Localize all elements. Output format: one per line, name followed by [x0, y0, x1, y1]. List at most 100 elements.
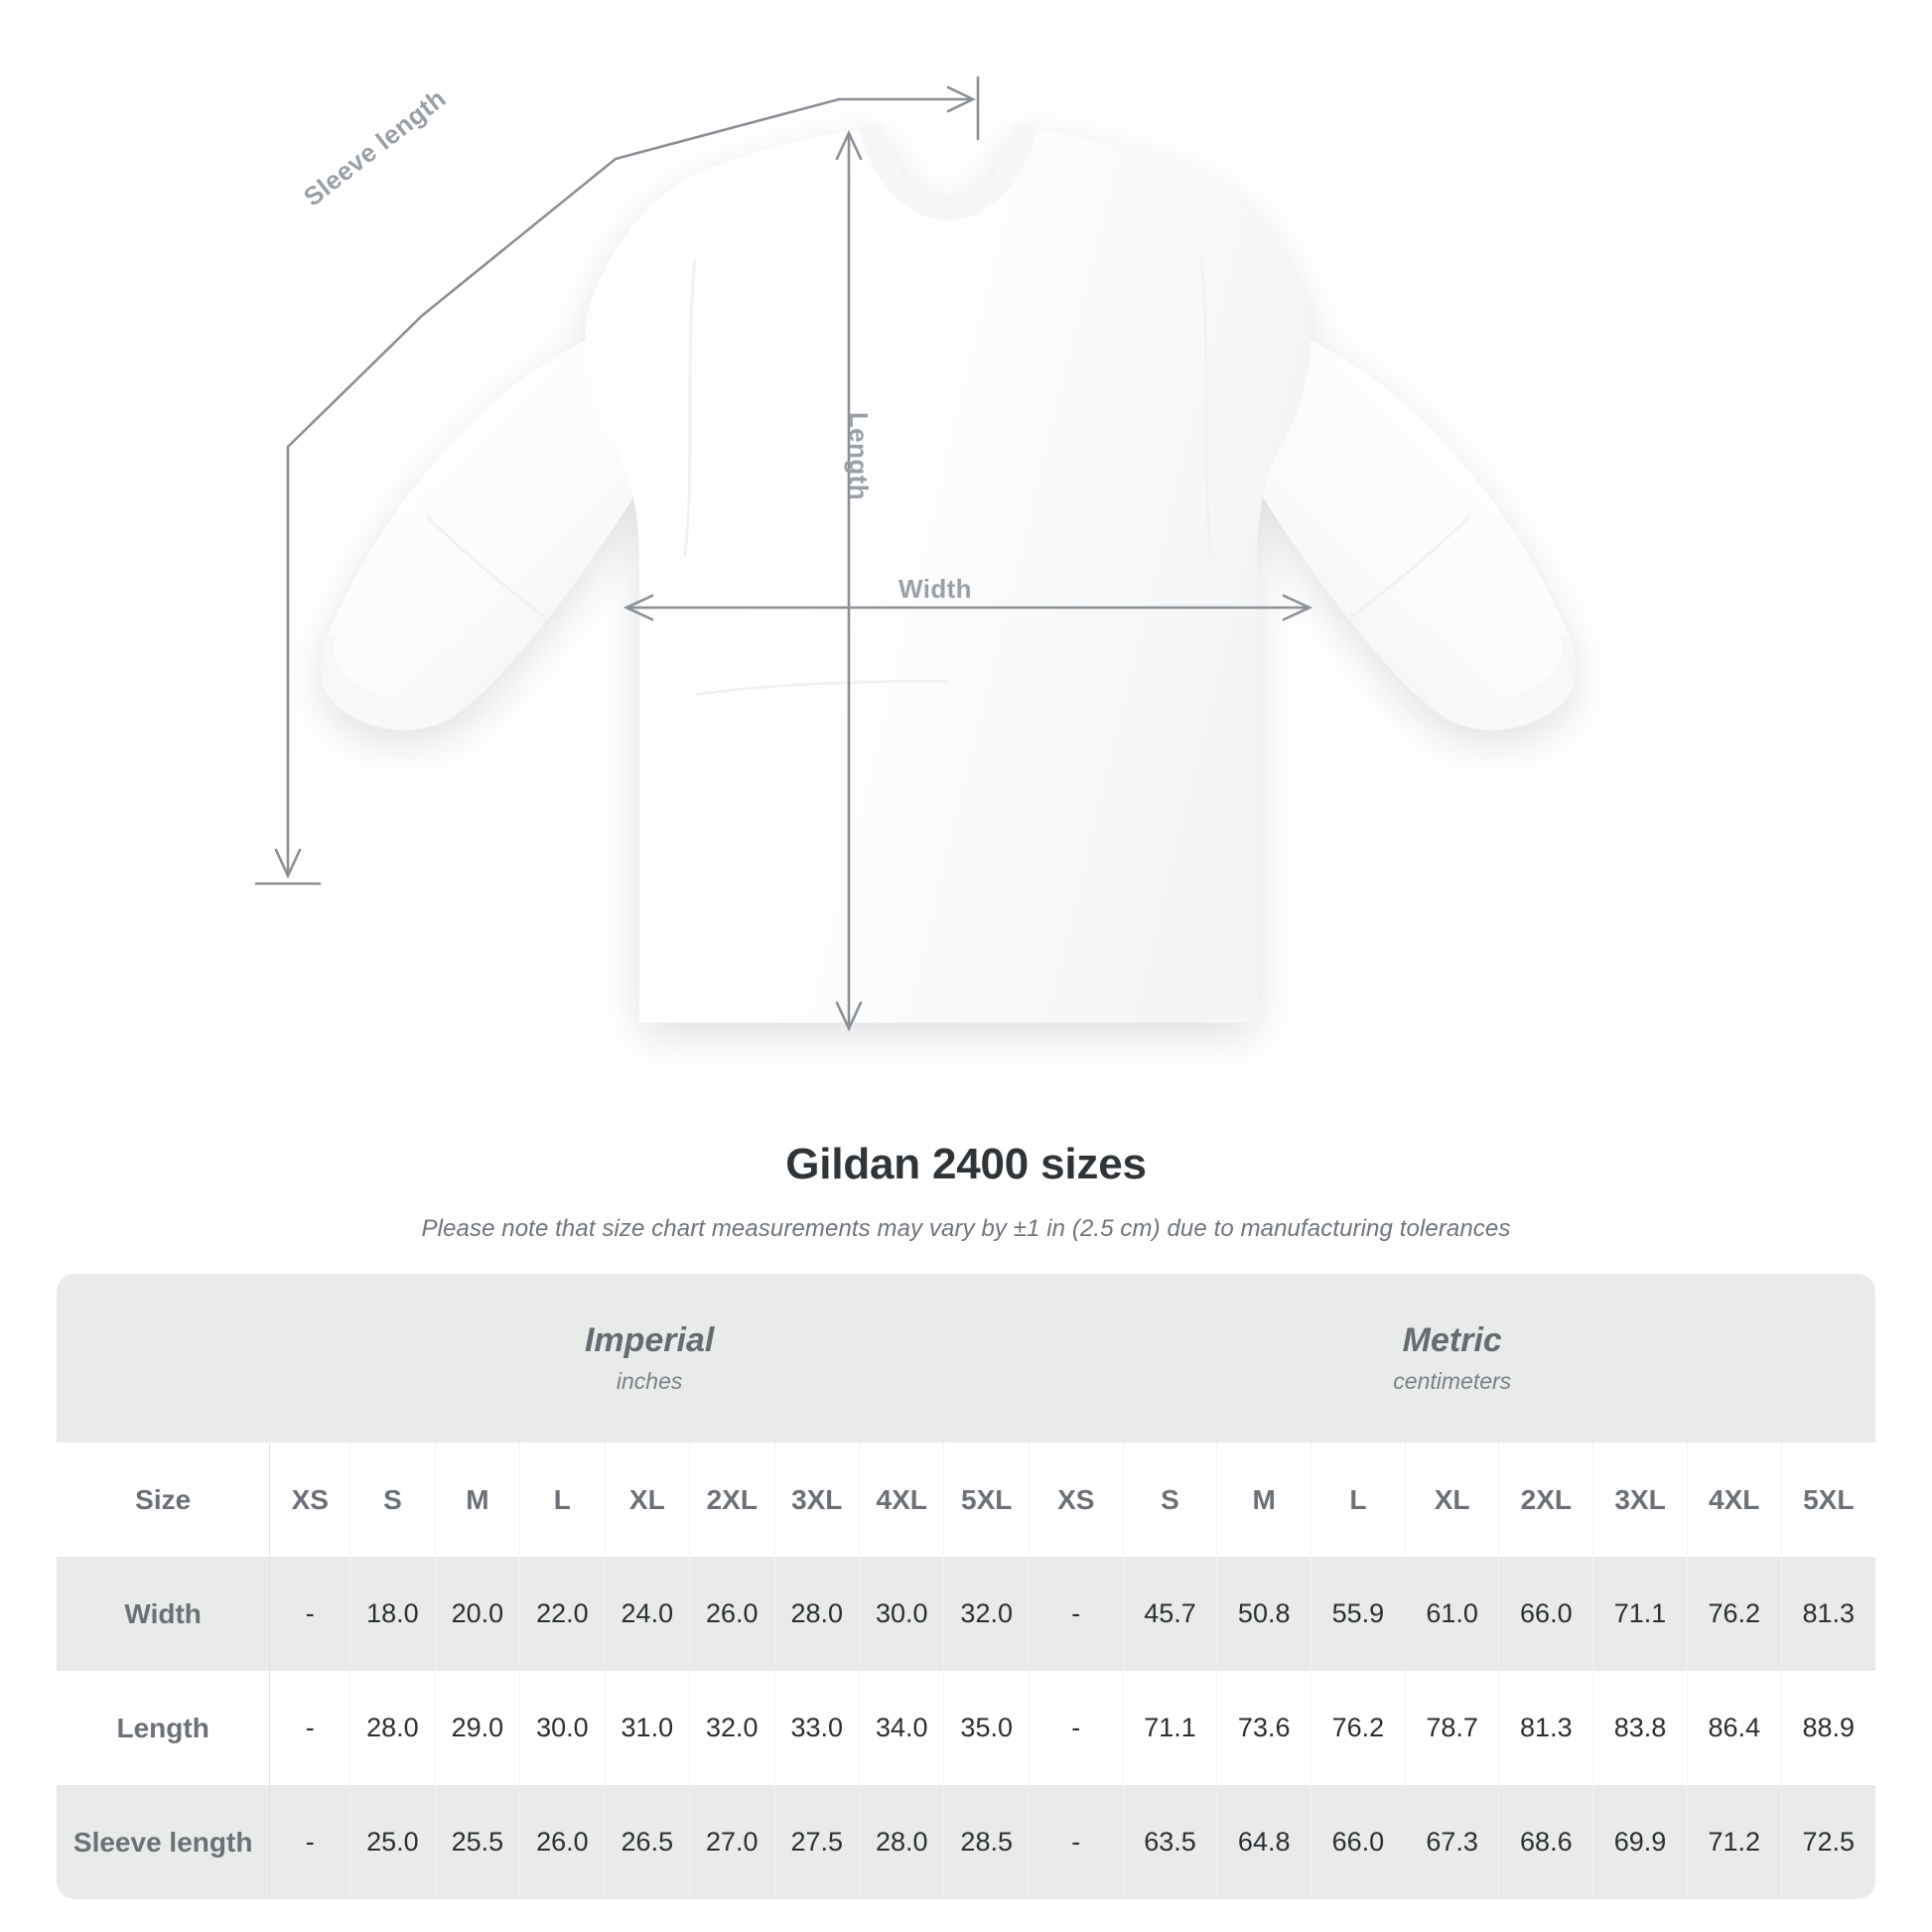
cell-width-in-s: 18.0 [349, 1557, 436, 1671]
size-header-metric-xs: XS [1028, 1443, 1124, 1557]
size-header-metric-xl: XL [1405, 1443, 1500, 1557]
cell-width-in-m: 20.0 [435, 1557, 521, 1671]
cell-length-in-3xl: 33.0 [774, 1671, 860, 1785]
cell-sleeve-cm-xl: 67.3 [1405, 1785, 1500, 1899]
cell-sleeve-in-4xl: 28.0 [859, 1785, 945, 1899]
table-row-width: Width - 18.0 20.0 22.0 24.0 26.0 28.0 30… [57, 1557, 1875, 1671]
cell-width-in-4xl: 30.0 [859, 1557, 945, 1671]
dimension-lines [254, 75, 1313, 1033]
cell-length-cm-4xl: 86.4 [1687, 1671, 1782, 1785]
cell-width-cm-xs: - [1028, 1557, 1124, 1671]
cell-sleeve-in-xs: - [269, 1785, 351, 1899]
cell-length-in-5xl: 35.0 [943, 1671, 1030, 1785]
size-header-metric-3xl: 3XL [1592, 1443, 1688, 1557]
cell-sleeve-in-2xl: 27.0 [689, 1785, 775, 1899]
size-header-metric-2xl: 2XL [1498, 1443, 1594, 1557]
cell-sleeve-in-3xl: 27.5 [774, 1785, 860, 1899]
size-header-imperial-4xl: 4XL [859, 1443, 945, 1557]
sleeve-dimension-line [286, 97, 973, 876]
tolerance-note: Please note that size chart measurements… [421, 1215, 1511, 1242]
cell-length-in-s: 28.0 [349, 1671, 436, 1785]
cell-width-cm-l: 55.9 [1311, 1557, 1406, 1671]
cell-width-cm-5xl: 81.3 [1781, 1557, 1875, 1671]
cell-length-in-xl: 31.0 [605, 1671, 691, 1785]
cell-width-in-l: 22.0 [519, 1557, 606, 1671]
row-label-sleeve-length: Sleeve length [57, 1785, 271, 1899]
size-header-row: Size XS S M L XL 2XL 3XL 4XL 5XL XS S M … [57, 1443, 1875, 1557]
unit-imperial-cell: Imperial inches [269, 1274, 1030, 1443]
cell-sleeve-in-5xl: 28.5 [943, 1785, 1030, 1899]
cell-length-cm-xl: 78.7 [1405, 1671, 1500, 1785]
fabric-folds [425, 257, 1471, 697]
size-header-imperial-m: M [435, 1443, 521, 1557]
size-header-imperial-s: S [349, 1443, 436, 1557]
size-header-metric-m: M [1216, 1443, 1312, 1557]
cell-length-cm-3xl: 83.8 [1592, 1671, 1688, 1785]
table-row-length: Length - 28.0 29.0 30.0 31.0 32.0 33.0 3… [57, 1671, 1875, 1785]
size-header-metric-s: S [1123, 1443, 1218, 1557]
cell-length-cm-2xl: 81.3 [1498, 1671, 1594, 1785]
title-block: Gildan 2400 sizes Please note that size … [0, 1140, 1932, 1243]
width-arrow-right [1282, 594, 1313, 621]
long-sleeve-shirt-diagram [254, 75, 1576, 1033]
cell-width-in-xs: - [269, 1557, 351, 1671]
cell-sleeve-cm-xs: - [1028, 1785, 1124, 1899]
size-header-imperial-l: L [519, 1443, 606, 1557]
table-row-sleeve-length: Sleeve length - 25.0 25.5 26.0 26.5 27.0… [57, 1785, 1875, 1899]
size-header-metric-l: L [1311, 1443, 1406, 1557]
cell-width-cm-s: 45.7 [1123, 1557, 1218, 1671]
row-label-width: Width [57, 1557, 271, 1671]
cell-length-cm-xs: - [1028, 1671, 1124, 1785]
unit-metric-cell: Metric centimeters [1029, 1274, 1875, 1443]
cell-length-cm-m: 73.6 [1216, 1671, 1312, 1785]
unit-banner-spacer [57, 1274, 270, 1443]
cell-sleeve-cm-4xl: 71.2 [1687, 1785, 1782, 1899]
size-header-imperial-xl: XL [605, 1443, 691, 1557]
cell-sleeve-cm-3xl: 69.9 [1592, 1785, 1688, 1899]
unit-metric-name: Metric [1402, 1320, 1502, 1359]
sleeve-arrow-bottom [274, 848, 302, 880]
cell-width-in-2xl: 26.0 [689, 1557, 775, 1671]
unit-banner-row: Imperial inches Metric centimeters [57, 1274, 1875, 1443]
cell-length-in-2xl: 32.0 [689, 1671, 775, 1785]
cell-sleeve-in-s: 25.0 [349, 1785, 436, 1899]
length-arrow-bottom [835, 1001, 863, 1033]
size-header-metric-4xl: 4XL [1687, 1443, 1782, 1557]
size-header-label: Size [57, 1443, 271, 1557]
cell-width-cm-xl: 61.0 [1405, 1557, 1500, 1671]
shirt-shape [321, 123, 1576, 1023]
cell-sleeve-cm-2xl: 68.6 [1498, 1785, 1594, 1899]
unit-imperial-sub: inches [616, 1368, 683, 1395]
cell-length-in-l: 30.0 [519, 1671, 606, 1785]
cell-sleeve-cm-5xl: 72.5 [1781, 1785, 1875, 1899]
cell-width-cm-4xl: 76.2 [1687, 1557, 1782, 1671]
width-dimension-label: Width [898, 574, 972, 604]
size-header-imperial-xs: XS [269, 1443, 351, 1557]
cell-length-cm-s: 71.1 [1123, 1671, 1218, 1785]
cell-width-in-3xl: 28.0 [774, 1557, 860, 1671]
size-header-metric-5xl: 5XL [1781, 1443, 1875, 1557]
cell-length-cm-l: 76.2 [1311, 1671, 1406, 1785]
size-header-imperial-2xl: 2XL [689, 1443, 775, 1557]
cell-sleeve-cm-m: 64.8 [1216, 1785, 1312, 1899]
cell-sleeve-in-xl: 26.5 [605, 1785, 691, 1899]
size-chart-table-container: Imperial inches Metric centimeters Size … [57, 1274, 1875, 1899]
cell-width-cm-m: 50.8 [1216, 1557, 1312, 1671]
size-header-imperial-3xl: 3XL [774, 1443, 860, 1557]
width-arrow-left [622, 594, 654, 621]
unit-metric-sub: centimeters [1393, 1368, 1512, 1395]
cell-width-in-5xl: 32.0 [943, 1557, 1030, 1671]
unit-imperial-name: Imperial [584, 1320, 715, 1359]
cell-sleeve-in-l: 26.0 [519, 1785, 606, 1899]
sleeve-arrow-head [946, 85, 977, 113]
cell-width-in-xl: 24.0 [605, 1557, 691, 1671]
cell-length-in-xs: - [269, 1671, 351, 1785]
row-label-length: Length [57, 1671, 271, 1785]
length-arrow-top [835, 129, 863, 161]
cell-sleeve-cm-s: 63.5 [1123, 1785, 1218, 1899]
cell-length-cm-5xl: 88.9 [1781, 1671, 1875, 1785]
cell-width-cm-3xl: 71.1 [1592, 1557, 1688, 1671]
cell-sleeve-in-m: 25.5 [435, 1785, 521, 1899]
garment-illustration: Sleeve length Length Width [254, 75, 1576, 1033]
